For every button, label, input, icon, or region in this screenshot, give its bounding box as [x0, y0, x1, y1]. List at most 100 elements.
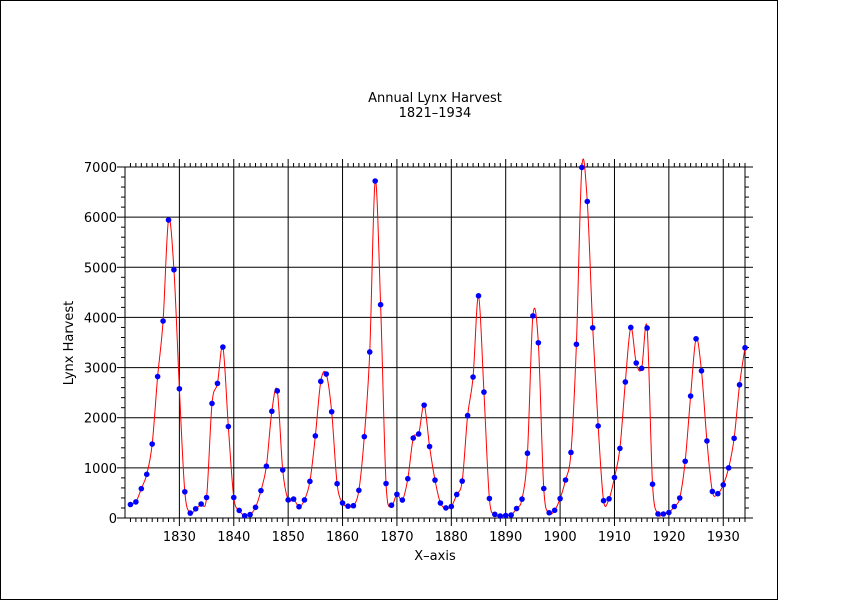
data-point [644, 325, 650, 331]
data-point [437, 500, 444, 506]
data-point [214, 380, 221, 387]
data-point [138, 485, 145, 492]
data-point [600, 497, 607, 504]
data-point [573, 341, 580, 348]
data-point [633, 360, 640, 366]
x-tick-labels: 1830 1840 1850 1860 1870 1880 1890 1900 1910 1920… [163, 530, 740, 545]
data-point [562, 477, 569, 483]
data-point [198, 501, 204, 507]
data-point [160, 318, 166, 324]
data-point [617, 445, 623, 452]
data-point [606, 496, 612, 502]
x-tick-label: 1870 [380, 530, 413, 545]
data-point [557, 495, 563, 502]
data-point [285, 497, 291, 503]
data-point [508, 512, 514, 518]
data-point [519, 496, 525, 502]
data-point [143, 471, 150, 478]
y-tick-label: 3000 [84, 362, 117, 377]
data-point [546, 509, 553, 516]
data-point [671, 503, 678, 510]
data-point [405, 475, 411, 482]
data-point [258, 487, 264, 494]
data-point [377, 301, 384, 308]
x-tick-label: 1900 [544, 530, 577, 545]
x-tick-label: 1880 [435, 530, 468, 545]
data-point [682, 458, 688, 465]
data-point [715, 490, 721, 497]
data-point [627, 324, 634, 331]
y-tick-label: 2000 [84, 412, 117, 427]
data-point [725, 465, 732, 471]
data-point [383, 480, 389, 487]
x-tick-label: 1920 [652, 530, 685, 545]
y-tick-label: 5000 [84, 261, 117, 276]
data-point [415, 431, 422, 437]
x-tick-label: 1840 [217, 530, 250, 545]
data-point [492, 511, 498, 518]
data-point [410, 435, 417, 441]
data-point [263, 463, 270, 470]
data-point [736, 381, 743, 388]
data-point [220, 344, 226, 350]
data-point [568, 449, 574, 456]
data-point [241, 512, 248, 519]
data-point [666, 509, 672, 516]
data-point [579, 164, 585, 171]
data-point [230, 494, 237, 501]
figure-frame [0, 0, 778, 600]
data-point [274, 388, 281, 394]
data-point [453, 491, 460, 498]
x-tick-label: 1910 [598, 530, 631, 545]
data-point [524, 450, 531, 457]
data-point [345, 503, 351, 509]
data-point [622, 379, 629, 385]
y-tick-label: 7000 [84, 161, 117, 176]
data-point [165, 217, 172, 223]
data-point [704, 438, 710, 444]
data-point [182, 488, 188, 495]
data-point [366, 349, 373, 355]
data-point [236, 507, 243, 514]
data-point [154, 373, 161, 380]
data-point [176, 385, 183, 392]
series-line [130, 158, 746, 517]
data-point [307, 478, 313, 485]
data-point [535, 339, 542, 346]
chart-title: Annual Lynx Harvest [368, 91, 502, 106]
data-point [443, 505, 449, 511]
data-point [693, 335, 699, 342]
data-point [290, 496, 297, 502]
data-point [742, 344, 748, 351]
x-tick-label: 1930 [707, 530, 740, 545]
data-point [388, 502, 395, 509]
data-point [584, 198, 591, 205]
data-point [459, 478, 465, 484]
data-point [448, 503, 455, 510]
data-point [350, 502, 357, 509]
data-point [149, 441, 155, 447]
x-axis-label: X–axis [414, 549, 456, 564]
series [127, 158, 748, 519]
data-point [470, 374, 476, 380]
data-point [649, 481, 656, 488]
data-point [676, 495, 683, 501]
data-point [595, 423, 601, 429]
data-point [301, 497, 308, 503]
data-point [334, 480, 340, 487]
data-point [203, 494, 210, 501]
y-tick-label: 6000 [84, 211, 117, 226]
data-point [432, 477, 438, 483]
data-point [426, 443, 433, 450]
data-point [269, 408, 275, 415]
data-point [127, 501, 134, 508]
data-point [698, 368, 705, 374]
data-point [513, 505, 520, 512]
data-point [660, 511, 667, 517]
data-point [372, 178, 378, 184]
data-point [720, 482, 727, 488]
data-point [312, 433, 319, 439]
x-tick-label: 1890 [489, 530, 522, 545]
x-tick-label: 1860 [326, 530, 359, 545]
